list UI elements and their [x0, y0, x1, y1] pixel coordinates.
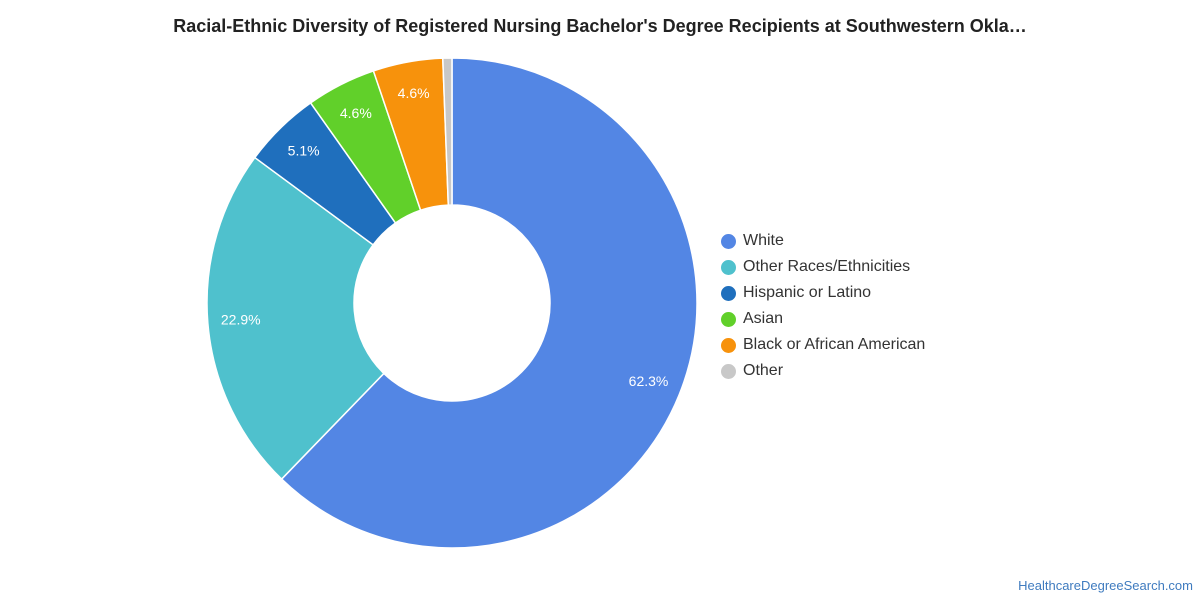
legend-label: Black or African American — [743, 336, 926, 353]
legend-label: Other — [743, 362, 784, 379]
legend-label: White — [743, 232, 784, 249]
legend-swatch — [721, 259, 736, 275]
slice-other[interactable] — [441, 57, 453, 206]
legend-item[interactable]: Asian — [721, 306, 925, 332]
slice-value-label: 22.9% — [221, 311, 261, 327]
legend-swatch — [721, 233, 736, 249]
slice-value-label: 4.6% — [340, 105, 372, 121]
legend-item[interactable]: Other Races/Ethnicities — [721, 254, 925, 280]
chart-title: Racial-Ethnic Diversity of Registered Nu… — [173, 16, 1027, 36]
legend-swatch — [721, 363, 736, 379]
slice-value-label: 5.1% — [288, 142, 320, 158]
legend-item[interactable]: Black or African American — [721, 332, 925, 358]
legend-label: Asian — [743, 310, 784, 327]
legend-label: Hispanic or Latino — [743, 284, 872, 301]
legend-item[interactable]: Other — [721, 358, 925, 384]
slice-value-label: 4.6% — [398, 85, 430, 101]
slice-other-races-ethnicities[interactable] — [206, 156, 385, 481]
legend-item[interactable]: White — [721, 228, 925, 254]
legend-swatch — [721, 285, 736, 301]
slice-white[interactable] — [280, 57, 698, 549]
legend-item[interactable]: Hispanic or Latino — [721, 280, 925, 306]
legend-swatch — [721, 311, 736, 327]
slice-value-label: 62.3% — [629, 373, 669, 389]
legend: White Other Races/Ethnicities Hispanic or … — [721, 228, 925, 384]
legend-swatch — [721, 337, 736, 353]
legend-label: Other Races/Ethnicities — [743, 258, 911, 275]
watermark[interactable]: HealthcareDegreeSearch.com — [1018, 578, 1193, 593]
